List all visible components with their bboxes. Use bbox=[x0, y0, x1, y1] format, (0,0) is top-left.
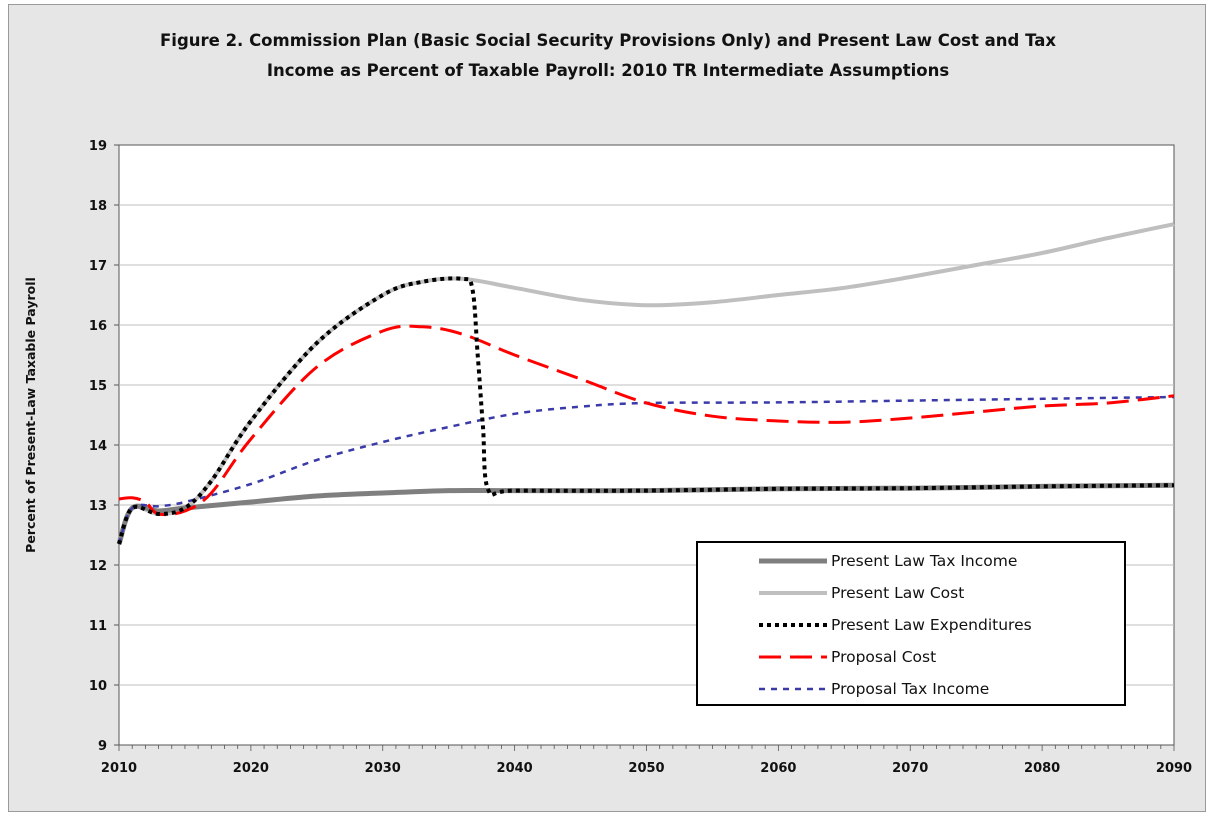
x-tick-label-2070: 2070 bbox=[892, 761, 928, 776]
y-tick-label-18: 18 bbox=[89, 199, 107, 214]
x-tick-label-2020: 2020 bbox=[233, 761, 269, 776]
x-tick-label-2050: 2050 bbox=[628, 761, 664, 776]
y-tick-label-15: 15 bbox=[89, 379, 107, 394]
series-line-0 bbox=[116, 482, 1175, 545]
x-tick-label-2060: 2060 bbox=[760, 761, 796, 776]
legend-label-3: Proposal Cost bbox=[831, 648, 936, 666]
x-tick-label-2040: 2040 bbox=[497, 761, 533, 776]
y-tick-label-9: 9 bbox=[98, 739, 107, 754]
series-line-3 bbox=[118, 324, 1175, 517]
y-tick-label-10: 10 bbox=[89, 679, 107, 694]
y-tick-label-17: 17 bbox=[89, 259, 107, 274]
line-chart: 9 10 11 12 13 14 15 16 17 18 19 2010 2020 2030 2040 205… bbox=[23, 139, 1192, 776]
x-tick-label-2090: 2090 bbox=[1156, 761, 1192, 776]
series-line-4 bbox=[117, 395, 1175, 545]
legend-label-4: Proposal Tax Income bbox=[831, 680, 989, 698]
y-tick-label-14: 14 bbox=[89, 439, 107, 454]
y-axis-label: Percent of Present-Law Taxable Payroll bbox=[23, 277, 38, 553]
legend-label-1: Present Law Cost bbox=[831, 584, 964, 602]
legend: Present Law Tax Income Present Law Cost Pr… bbox=[696, 541, 1126, 706]
x-tick-label-2010: 2010 bbox=[101, 761, 137, 776]
y-tick-label-12: 12 bbox=[89, 559, 107, 574]
figure-frame: Figure 2. Commission Plan (Basic Social … bbox=[8, 4, 1206, 812]
x-tick-label-2030: 2030 bbox=[365, 761, 401, 776]
figure-title-line-2: Income as Percent of Taxable Payroll: 20… bbox=[266, 61, 950, 80]
y-tick-label-13: 13 bbox=[89, 499, 107, 514]
legend-label-2: Present Law Expenditures bbox=[831, 616, 1032, 634]
legend-label-0: Present Law Tax Income bbox=[831, 552, 1017, 570]
y-tick-label-16: 16 bbox=[89, 319, 107, 334]
x-tick-label-2080: 2080 bbox=[1024, 761, 1060, 776]
y-tick-label-19: 19 bbox=[89, 139, 107, 154]
figure-title-line-1: Figure 2. Commission Plan (Basic Social … bbox=[160, 31, 1056, 50]
y-tick-label-11: 11 bbox=[89, 619, 107, 634]
